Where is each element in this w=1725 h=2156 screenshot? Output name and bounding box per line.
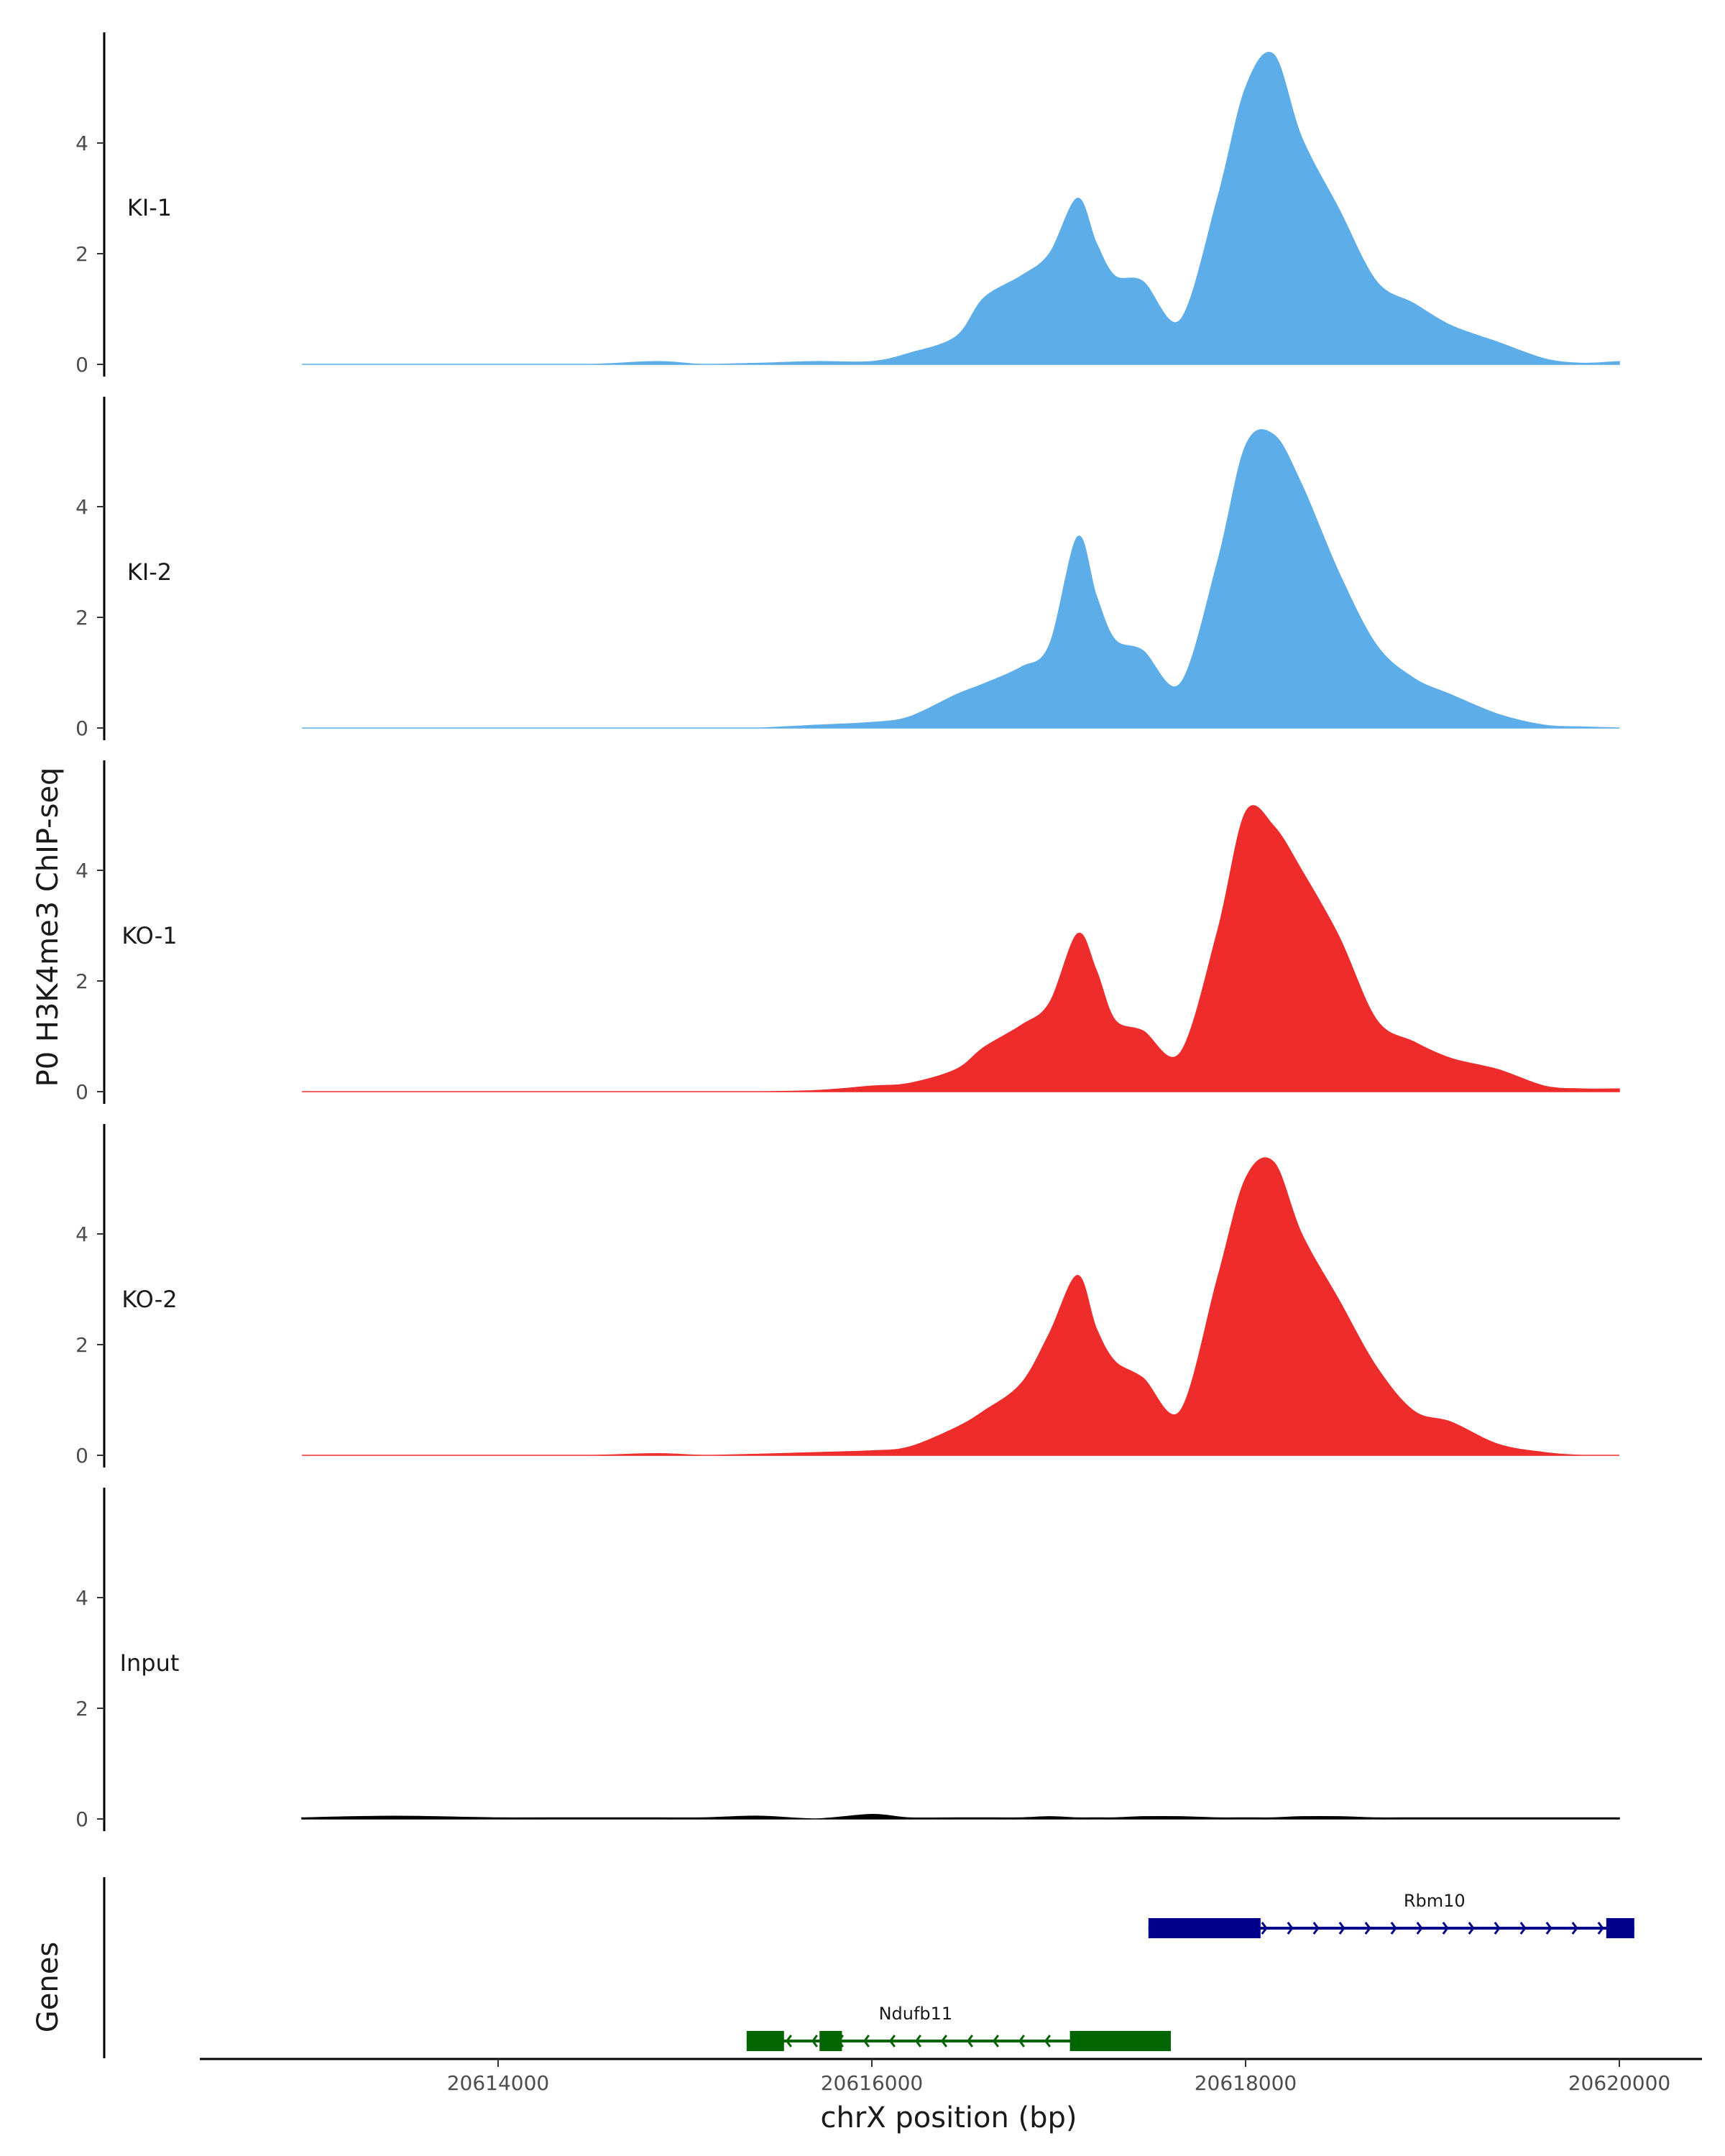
coverage-area-input <box>301 1814 1620 1820</box>
y-tick-label: 2 <box>75 969 88 993</box>
coverage-area-ki-2 <box>302 429 1620 729</box>
strand-arrow <box>1494 1922 1501 1935</box>
strand-arrow <box>1312 1922 1320 1935</box>
track-label: KO-1 <box>121 922 177 949</box>
gene-exon <box>819 2031 842 2051</box>
x-axis-title: chrX position (bp) <box>820 2101 1077 2134</box>
strand-arrow <box>1416 1922 1423 1935</box>
strand-arrow <box>992 2035 999 2047</box>
strand-arrow <box>940 2035 947 2047</box>
gene-exon <box>1606 1918 1634 1938</box>
strand-arrow <box>888 2035 896 2047</box>
strand-arrow <box>1338 1922 1346 1935</box>
gene-rbm10: Rbm10 <box>1148 1891 1634 1938</box>
y-tick-label: 0 <box>75 1807 88 1831</box>
y-tick-label: 4 <box>75 859 88 883</box>
x-axis: 20614000 20616000 20618000 20620000 <box>200 2058 1702 2095</box>
y-tick-label: 2 <box>75 606 88 630</box>
strand-arrow <box>1519 1922 1527 1935</box>
strand-arrow <box>1390 1922 1397 1935</box>
track-ko-2: 0 2 4 KO-2 <box>75 1124 1619 1468</box>
gene-ndufb11: Ndufb11 <box>746 2004 1171 2051</box>
strand-arrow <box>1044 2035 1051 2047</box>
track-label: Input <box>120 1649 180 1677</box>
y-tick-label: 4 <box>75 1222 88 1246</box>
coverage-area-ko-2 <box>301 1157 1619 1456</box>
track-ki-2: 0 2 4 KI-2 <box>75 397 1620 740</box>
track-label: KO-2 <box>121 1286 177 1313</box>
strand-arrow <box>1545 1922 1552 1935</box>
gene-exon <box>746 2031 784 2051</box>
strand-arrow <box>1442 1922 1449 1935</box>
strand-arrow <box>1597 1922 1604 1935</box>
y-tick-label: 0 <box>75 717 88 740</box>
coverage-area-ko-1 <box>301 805 1620 1092</box>
x-tick-label: 20618000 <box>1195 2071 1297 2095</box>
gene-label: Ndufb11 <box>879 2004 953 2024</box>
y-tick-label: 2 <box>75 1697 88 1720</box>
gene-label: Rbm10 <box>1404 1891 1466 1911</box>
coverage-area-ki-1 <box>301 52 1620 365</box>
strand-arrow <box>862 2035 870 2047</box>
x-tick-label: 20616000 <box>821 2071 924 2095</box>
y-tick-label: 4 <box>75 1586 88 1610</box>
y-tick-label: 2 <box>75 1333 88 1357</box>
y-tick-label: 0 <box>75 353 88 377</box>
track-ki-1: 0 2 4 KI-1 <box>75 32 1620 377</box>
strand-arrow <box>785 2035 792 2047</box>
strand-arrow <box>1364 1922 1371 1935</box>
y-axis-title: P0 H3K4me3 ChIP-seq <box>32 768 65 1087</box>
track-ko-1: 0 2 4 KO-1 <box>75 760 1620 1104</box>
strand-arrow <box>1018 2035 1025 2047</box>
genes-axis-title: Genes <box>32 1942 65 2032</box>
coverage-tracks: 0 2 4 KI-1 0 2 4 KI-2 0 2 4 KO-1 0 2 4 KO-2 0 2 4 Input <box>75 32 1620 1831</box>
track-label: KI-2 <box>127 558 172 586</box>
genes-panel: Rbm10 Ndufb11 <box>103 1877 1634 2058</box>
strand-arrow <box>1571 1922 1578 1935</box>
y-tick-label: 4 <box>75 495 88 519</box>
y-tick-label: 2 <box>75 242 88 266</box>
y-tick-label: 0 <box>75 1444 88 1468</box>
y-tick-label: 0 <box>75 1080 88 1104</box>
gene-exon <box>1070 2031 1171 2051</box>
gene-exon <box>1148 1918 1261 1938</box>
x-tick-label: 20620000 <box>1568 2071 1671 2095</box>
strand-arrow <box>1287 1922 1294 1935</box>
track-input: 0 2 4 Input <box>75 1488 1620 1831</box>
strand-arrow <box>966 2035 973 2047</box>
strand-arrow <box>1468 1922 1475 1935</box>
strand-arrow <box>1261 1922 1268 1935</box>
x-tick-label: 20614000 <box>447 2071 550 2095</box>
track-label: KI-1 <box>127 194 172 221</box>
strand-arrow <box>914 2035 921 2047</box>
y-tick-label: 4 <box>75 132 88 155</box>
strand-arrow <box>811 2035 818 2047</box>
